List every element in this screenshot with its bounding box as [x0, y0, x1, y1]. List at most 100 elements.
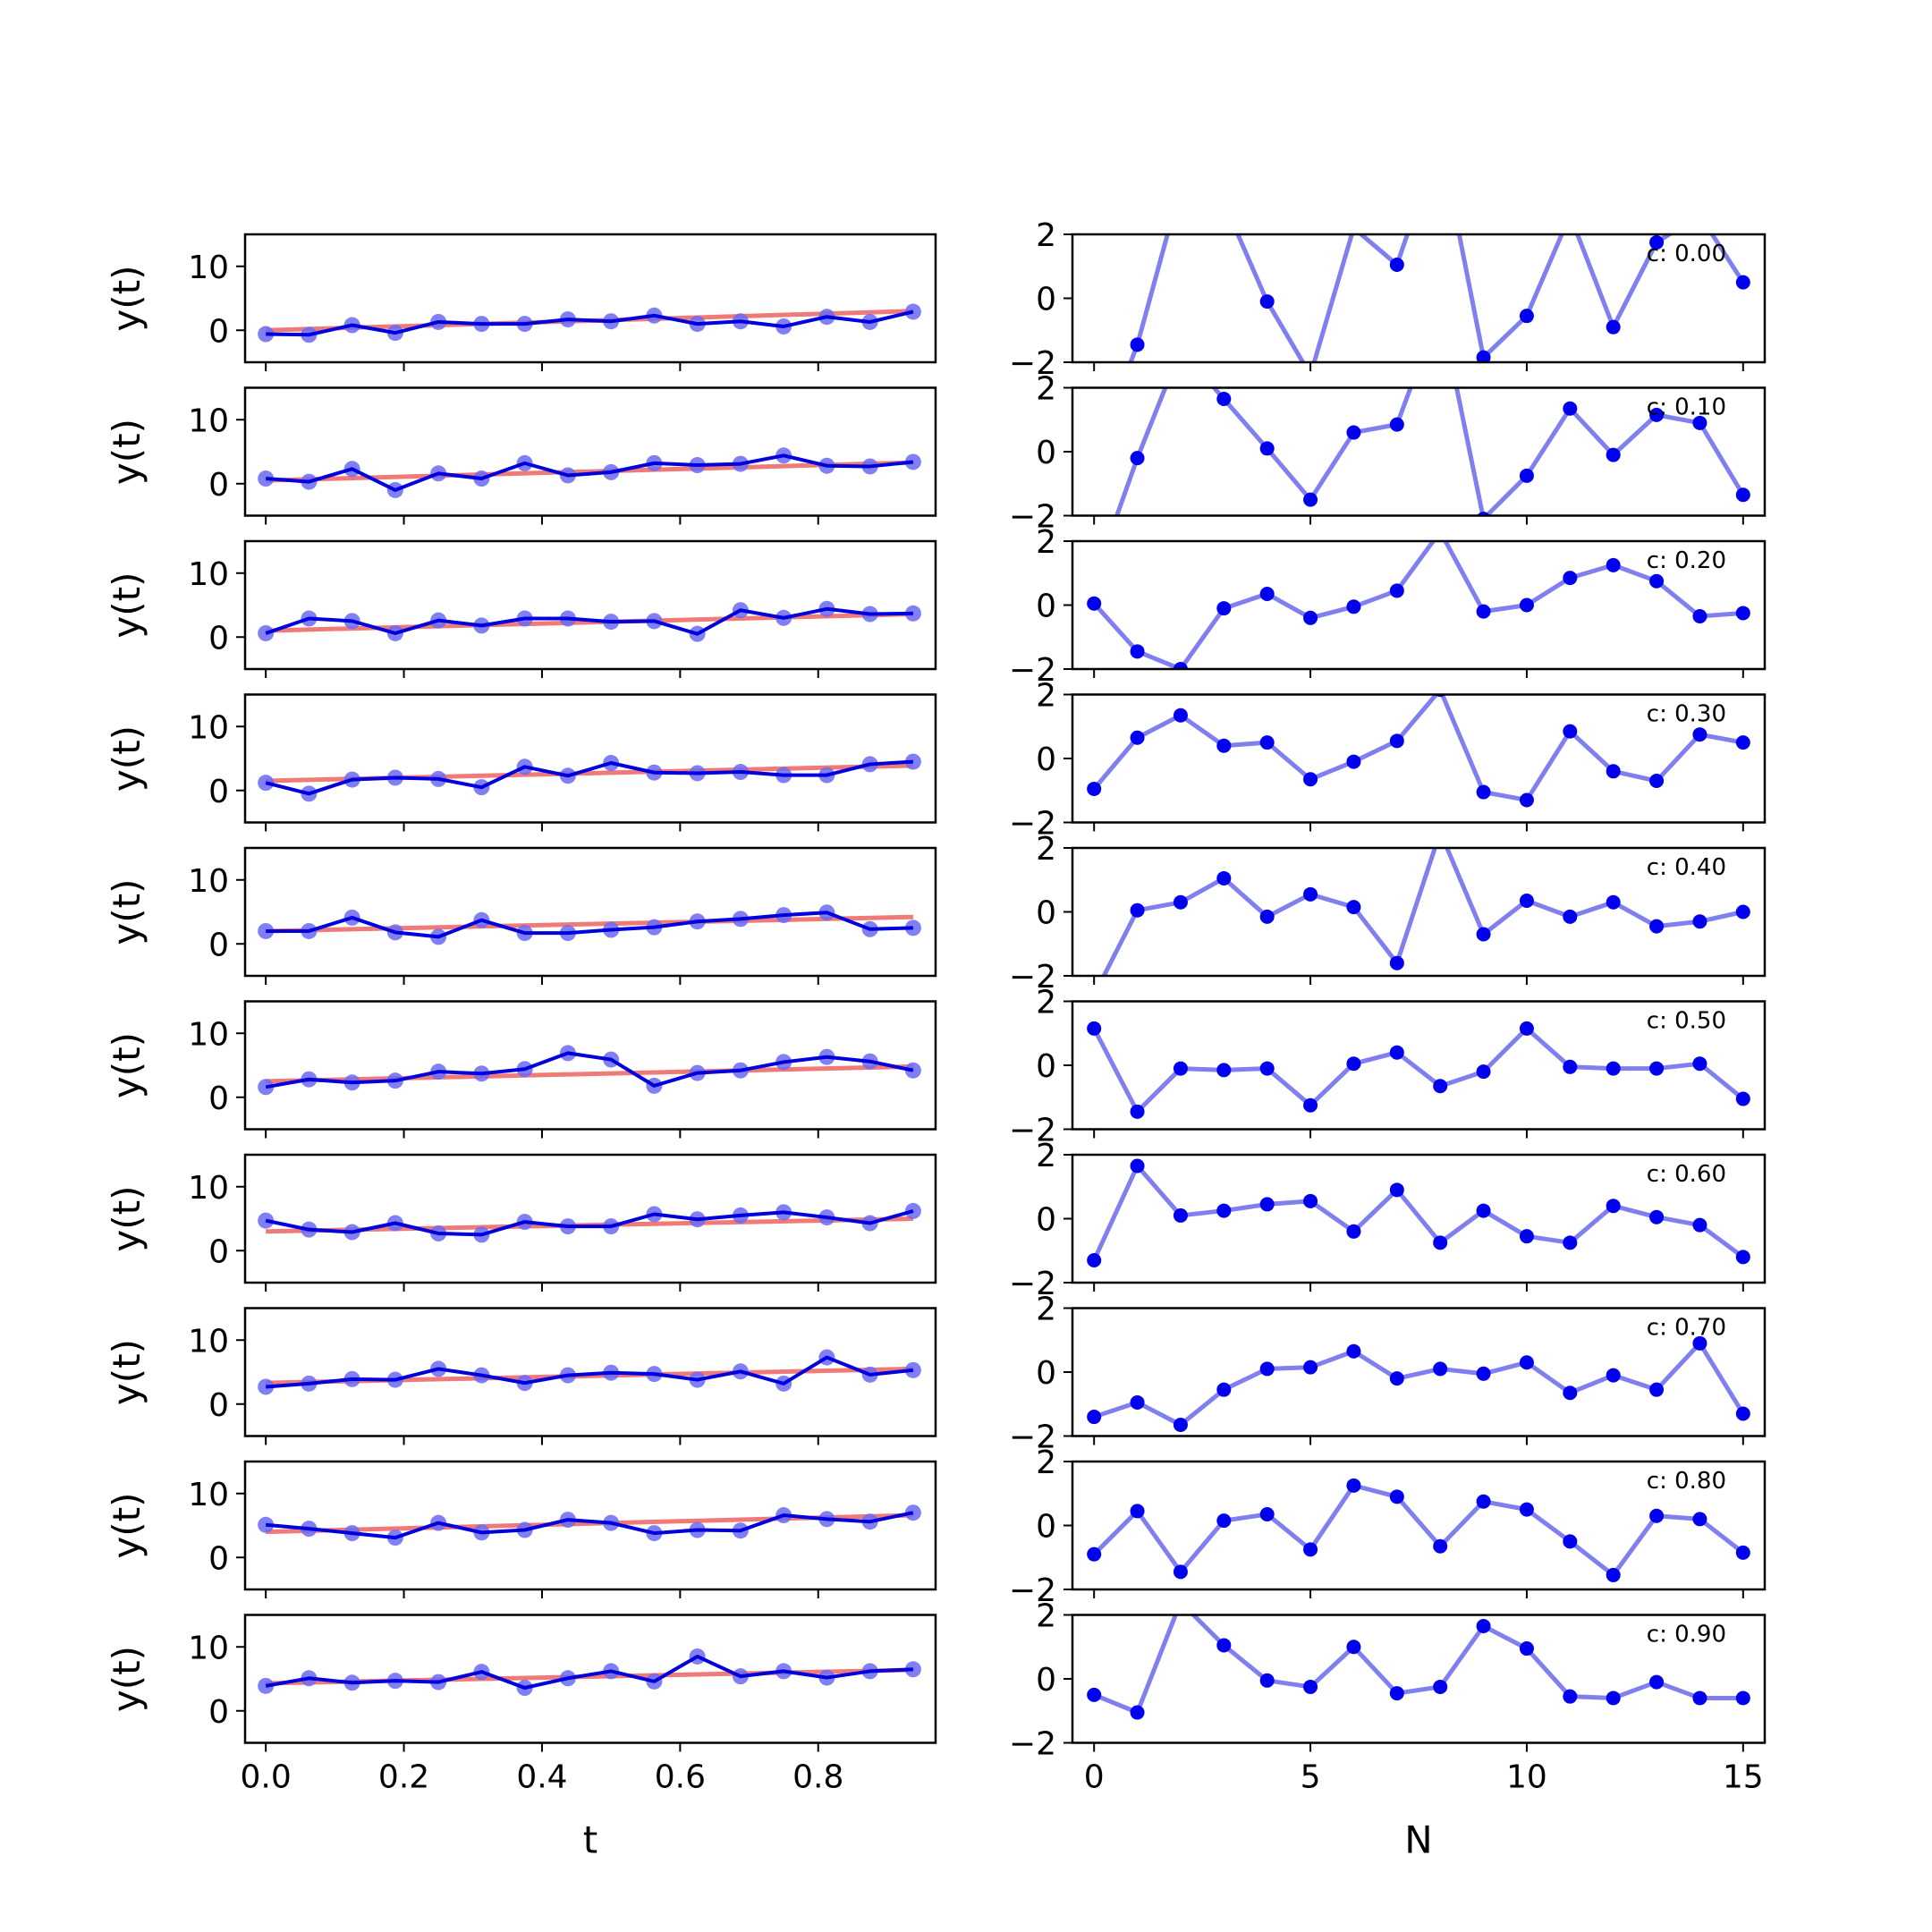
y-tick-label: 2 — [1036, 1445, 1056, 1481]
panel-label: c: 0.70 — [1647, 1315, 1726, 1342]
y-axis-label: y(t) — [105, 878, 148, 945]
data-line — [265, 1051, 914, 1089]
data-point — [1649, 1061, 1665, 1076]
y-tick-label: 0 — [1036, 1509, 1056, 1546]
data-line — [265, 1511, 914, 1540]
trend-line — [266, 460, 913, 483]
y-tick-label: 0 — [208, 774, 229, 810]
y-tick-label: 0 — [1036, 741, 1056, 778]
y-tick-label: −2 — [1009, 345, 1056, 382]
data-point — [1433, 1538, 1448, 1554]
data-point — [1476, 350, 1491, 362]
data-point — [1433, 1679, 1448, 1694]
y-axis-label: y(t) — [105, 1185, 148, 1251]
data-point — [1476, 604, 1491, 619]
panel-label: c: 0.40 — [1647, 854, 1726, 881]
y-tick-label: −2 — [1009, 1419, 1056, 1456]
panel-label: c: 0.10 — [1647, 394, 1726, 421]
data-point — [1389, 417, 1404, 432]
right-plot-area-1 — [1114, 301, 1750, 516]
data-point — [1130, 902, 1145, 918]
y-tick-label: −2 — [1009, 652, 1056, 689]
left-plot-area-4 — [258, 904, 921, 945]
y-tick-label: 0 — [208, 1387, 229, 1424]
data-point — [1433, 301, 1447, 315]
y-tick-label: 0 — [1036, 1662, 1056, 1699]
data-point — [1173, 708, 1188, 723]
left-panel-6: 0 10 y(t) — [105, 1153, 937, 1292]
data-point — [1303, 1679, 1318, 1694]
data-point — [1174, 1595, 1188, 1609]
data-point — [1563, 1059, 1578, 1074]
data-point — [1476, 784, 1491, 800]
y-tick-label: −2 — [1009, 1572, 1056, 1609]
data-point — [1346, 425, 1361, 440]
data-point — [1519, 1502, 1534, 1517]
data-point — [1692, 1335, 1707, 1351]
right-plot-area-7 — [1087, 1335, 1750, 1432]
data-point — [1519, 1355, 1534, 1370]
data-point — [1519, 1021, 1534, 1036]
data-point — [1389, 733, 1404, 749]
left-panel-9: 0 10 0.0 0.2 0.4 0.6 0.8 y(t) — [105, 1614, 937, 1796]
right-panel-6: −2 0 2 c: 0.60 — [1009, 1138, 1767, 1302]
data-point — [1130, 1394, 1145, 1410]
data-point — [1433, 1235, 1448, 1250]
data-point — [1216, 1382, 1232, 1397]
left-plot-area-0 — [258, 303, 921, 343]
data-point — [1692, 208, 1707, 223]
left-panel-4: 0 10 y(t) — [105, 846, 937, 985]
data-point — [1735, 904, 1750, 919]
left-panel-7: 0 10 y(t) — [105, 1307, 937, 1445]
y-tick-label: 10 — [188, 402, 229, 439]
left-plot-area-7 — [258, 1349, 921, 1395]
y-axis-label: y(t) — [105, 265, 148, 331]
data-point — [1174, 343, 1188, 357]
data-point — [1346, 1056, 1361, 1072]
data-point — [1606, 1199, 1621, 1214]
right-panel-9: −2 0 2 0 5 10 15 c: 0.90 — [1009, 1595, 1767, 1796]
data-point — [1563, 208, 1577, 223]
data-point — [1649, 573, 1665, 589]
left-panel-1: 0 10 y(t) — [105, 386, 937, 525]
x-axis-label: t — [583, 1818, 597, 1862]
data-point — [1130, 1705, 1145, 1720]
data-point — [1476, 1619, 1491, 1634]
data-point — [1216, 1638, 1232, 1653]
data-point — [1433, 1079, 1448, 1094]
data-point — [1259, 1197, 1275, 1212]
y-tick-label: −2 — [1009, 1113, 1056, 1149]
right-plot-area-3 — [1087, 694, 1750, 808]
data-line — [266, 1355, 914, 1389]
data-point — [1087, 1021, 1102, 1036]
data-point — [1303, 1360, 1318, 1375]
data-point — [1649, 1209, 1665, 1224]
left-axes-frame — [243, 1614, 937, 1744]
data-point — [1087, 451, 1101, 465]
data-point — [1735, 1545, 1750, 1560]
data-point — [1389, 1182, 1404, 1198]
data-point — [1476, 1203, 1491, 1218]
data-line — [265, 759, 914, 796]
data-point — [1519, 893, 1534, 908]
right-panel-8: −2 0 2 c: 0.80 — [1009, 1445, 1767, 1609]
data-point — [1606, 319, 1621, 335]
data-point — [1303, 1193, 1318, 1208]
data-point — [1259, 441, 1275, 456]
data-point — [1087, 596, 1102, 611]
data-point — [1303, 610, 1318, 625]
data-point — [1606, 1061, 1621, 1076]
data-point — [1389, 1045, 1404, 1060]
y-tick-label: 2 — [1036, 1598, 1056, 1635]
y-tick-label: 10 — [188, 250, 229, 286]
data-point — [1389, 257, 1404, 272]
y-tick-label: 0 — [208, 313, 229, 350]
data-point — [1173, 662, 1188, 669]
series-line — [1092, 1483, 1745, 1578]
data-point — [1216, 870, 1232, 886]
data-point — [1735, 735, 1750, 750]
data-point — [1346, 1224, 1361, 1239]
y-tick-label: 10 — [188, 709, 229, 746]
left-plot-area-6 — [258, 1202, 921, 1243]
